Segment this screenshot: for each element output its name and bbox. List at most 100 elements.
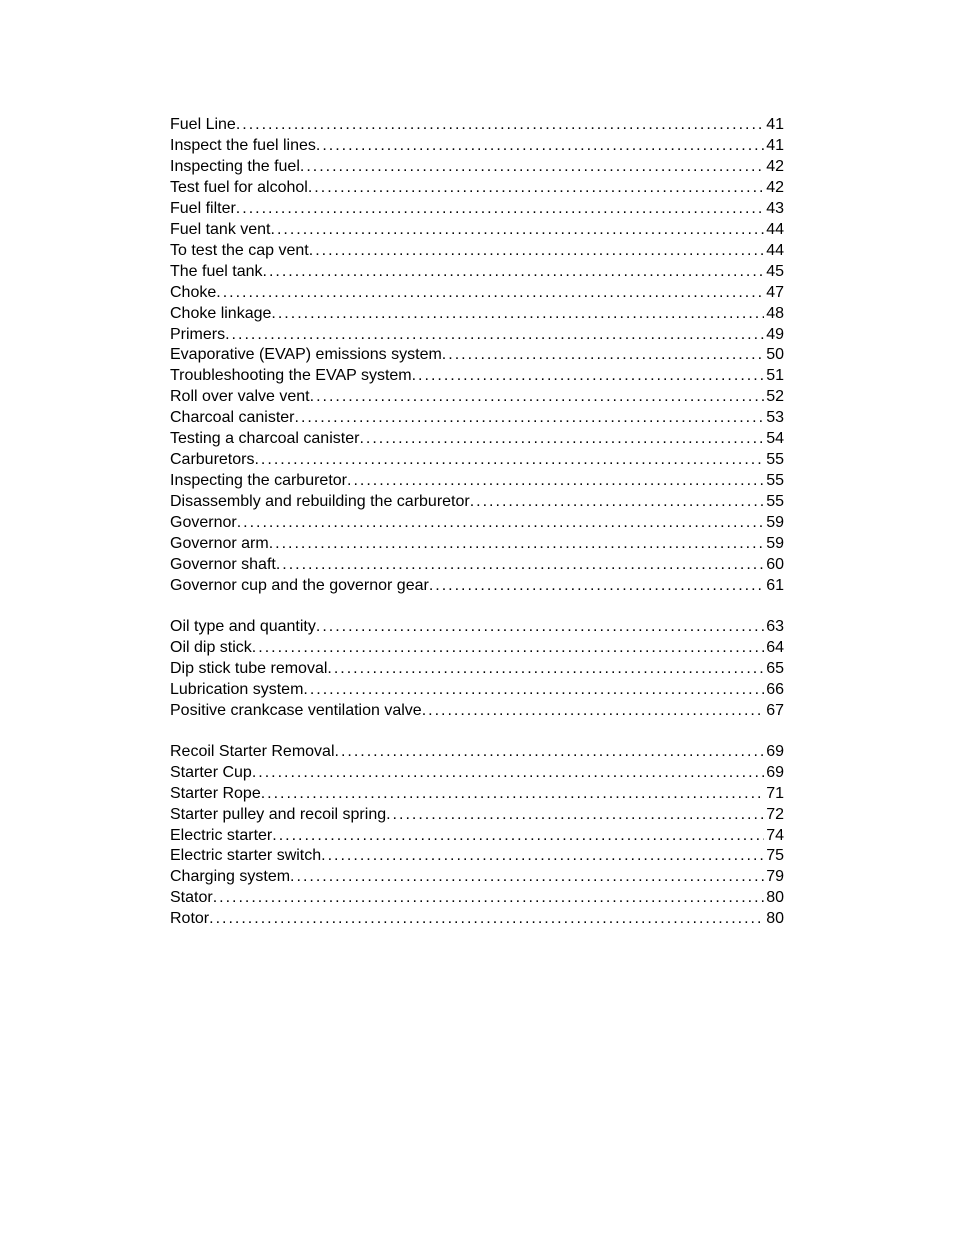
toc-row: Rotor 80 (170, 909, 784, 930)
toc-entry-title: Charging system (170, 867, 290, 888)
toc-leader-dots (442, 345, 764, 366)
toc-entry-page: 50 (764, 345, 784, 366)
toc-entry-title: Test fuel for alcohol (170, 178, 308, 199)
toc-entry-title: The fuel tank (170, 262, 263, 283)
toc-leader-dots (327, 659, 764, 680)
toc-row: Governor arm 59 (170, 534, 784, 555)
toc-leader-dots (290, 867, 764, 888)
toc-entry-page: 67 (764, 701, 784, 722)
toc-entry-page: 65 (764, 659, 784, 680)
toc-leader-dots (316, 617, 764, 638)
toc-row: Charging system 79 (170, 867, 784, 888)
toc-row: Roll over valve vent 52 (170, 387, 784, 408)
toc-entry-page: 69 (764, 763, 784, 784)
toc-entry-title: Testing a charcoal canister (170, 429, 359, 450)
toc-entry-title: Inspecting the carburetor (170, 471, 347, 492)
toc-row: Carburetors 55 (170, 450, 784, 471)
toc-entry-title: Fuel tank vent (170, 220, 271, 241)
toc-section: Fuel Line 41Inspect the fuel lines 41Ins… (170, 115, 784, 597)
toc-entry-title: Positive crankcase ventilation valve (170, 701, 422, 722)
toc-entry-page: 75 (764, 846, 784, 867)
toc-row: Fuel tank vent 44 (170, 220, 784, 241)
toc-section: Oil type and quantity 63Oil dip stick 64… (170, 617, 784, 722)
toc-entry-title: Disassembly and rebuilding the carbureto… (170, 492, 470, 513)
toc-leader-dots (386, 805, 764, 826)
toc-entry-page: 59 (764, 534, 784, 555)
toc-entry-title: Inspecting the fuel (170, 157, 300, 178)
toc-row: Oil type and quantity 63 (170, 617, 784, 638)
toc-leader-dots (263, 262, 765, 283)
toc-row: Governor shaft 60 (170, 555, 784, 576)
toc-row: Testing a charcoal canister 54 (170, 429, 784, 450)
toc-entry-page: 42 (764, 157, 784, 178)
toc-entry-page: 44 (764, 220, 784, 241)
toc-entry-title: Governor shaft (170, 555, 276, 576)
toc-row: Governor cup and the governor gear 61 (170, 576, 784, 597)
toc-entry-page: 47 (764, 283, 784, 304)
toc-entry-page: 55 (764, 471, 784, 492)
toc-row: Disassembly and rebuilding the carbureto… (170, 492, 784, 513)
toc-entry-page: 54 (764, 429, 784, 450)
toc-leader-dots (225, 325, 764, 346)
toc-leader-dots (321, 846, 764, 867)
toc-row: To test the cap vent 44 (170, 241, 784, 262)
toc-leader-dots (309, 241, 764, 262)
toc-row: Lubrication system 66 (170, 680, 784, 701)
toc-leader-dots (252, 638, 764, 659)
toc-entry-title: To test the cap vent (170, 241, 309, 262)
toc-entry-title: Lubrication system (170, 680, 303, 701)
toc-entry-page: 74 (764, 826, 784, 847)
table-of-contents: Fuel Line 41Inspect the fuel lines 41Ins… (170, 115, 784, 930)
toc-row: Governor 59 (170, 513, 784, 534)
toc-row: Inspecting the carburetor 55 (170, 471, 784, 492)
toc-entry-page: 69 (764, 742, 784, 763)
toc-row: Positive crankcase ventilation valve 67 (170, 701, 784, 722)
toc-entry-title: Starter Cup (170, 763, 252, 784)
toc-entry-page: 41 (764, 115, 784, 136)
toc-entry-title: Oil dip stick (170, 638, 252, 659)
toc-entry-page: 72 (764, 805, 784, 826)
toc-entry-title: Choke linkage (170, 304, 271, 325)
toc-leader-dots (261, 784, 764, 805)
toc-row: Inspecting the fuel 42 (170, 157, 784, 178)
toc-entry-page: 42 (764, 178, 784, 199)
toc-leader-dots (470, 492, 764, 513)
toc-entry-page: 49 (764, 325, 784, 346)
toc-entry-page: 52 (764, 387, 784, 408)
toc-entry-title: Fuel Line (170, 115, 236, 136)
toc-leader-dots (272, 826, 764, 847)
toc-leader-dots (295, 408, 765, 429)
toc-row: Starter Cup 69 (170, 763, 784, 784)
toc-entry-title: Roll over valve vent (170, 387, 310, 408)
toc-entry-page: 44 (764, 241, 784, 262)
toc-entry-title: Oil type and quantity (170, 617, 316, 638)
toc-leader-dots (269, 534, 765, 555)
toc-entry-title: Governor cup and the governor gear (170, 576, 429, 597)
toc-entry-title: Charcoal canister (170, 408, 295, 429)
toc-row: Fuel Line 41 (170, 115, 784, 136)
toc-row: Evaporative (EVAP) emissions system 50 (170, 345, 784, 366)
toc-entry-page: 64 (764, 638, 784, 659)
toc-entry-title: Recoil Starter Removal (170, 742, 335, 763)
toc-entry-page: 59 (764, 513, 784, 534)
toc-row: Electric starter switch 75 (170, 846, 784, 867)
toc-entry-title: Carburetors (170, 450, 254, 471)
toc-entry-title: Electric starter switch (170, 846, 321, 867)
toc-entry-page: 63 (764, 617, 784, 638)
toc-leader-dots (271, 220, 765, 241)
toc-leader-dots (303, 680, 764, 701)
toc-entry-title: Rotor (170, 909, 209, 930)
toc-entry-title: Starter pulley and recoil spring (170, 805, 386, 826)
toc-leader-dots (252, 763, 764, 784)
toc-entry-title: Troubleshooting the EVAP system (170, 366, 412, 387)
toc-entry-page: 55 (764, 492, 784, 513)
toc-entry-page: 45 (764, 262, 784, 283)
toc-entry-title: Stator (170, 888, 213, 909)
toc-leader-dots (276, 555, 764, 576)
toc-leader-dots (347, 471, 764, 492)
toc-leader-dots (213, 888, 765, 909)
toc-entry-page: 80 (764, 888, 784, 909)
toc-leader-dots (209, 909, 764, 930)
toc-leader-dots (236, 199, 764, 220)
toc-entry-page: 55 (764, 450, 784, 471)
